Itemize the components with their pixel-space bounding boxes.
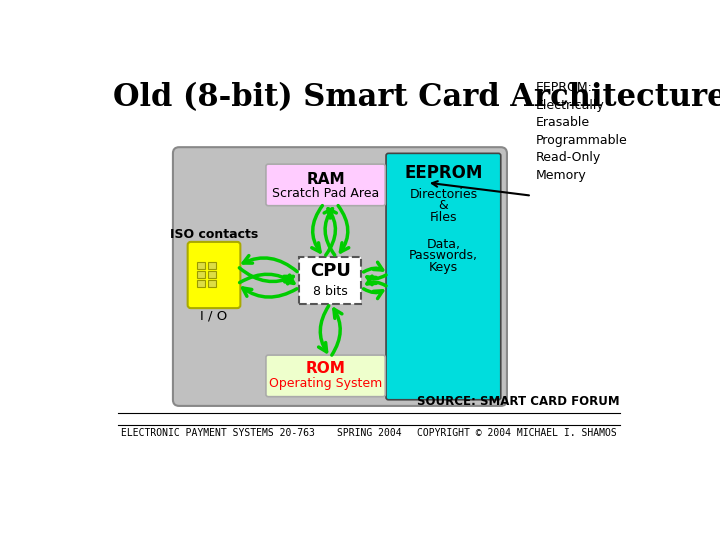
Bar — [197, 280, 205, 287]
Text: Scratch Pad Area: Scratch Pad Area — [272, 186, 379, 200]
Text: SOURCE: SMART CARD FORUM: SOURCE: SMART CARD FORUM — [418, 395, 620, 408]
Bar — [208, 261, 216, 268]
Text: ROM: ROM — [306, 361, 346, 376]
FancyBboxPatch shape — [266, 355, 385, 397]
Text: ISO contacts: ISO contacts — [170, 228, 258, 241]
FancyBboxPatch shape — [188, 242, 240, 308]
FancyBboxPatch shape — [173, 147, 507, 406]
Text: 8 bits: 8 bits — [313, 286, 348, 299]
Text: RAM: RAM — [306, 172, 345, 187]
Text: COPYRIGHT © 2004 MICHAEL I. SHAMOS: COPYRIGHT © 2004 MICHAEL I. SHAMOS — [418, 428, 617, 438]
Text: Data,: Data, — [426, 238, 460, 251]
Text: Keys: Keys — [429, 261, 458, 274]
Text: I / O: I / O — [200, 309, 228, 322]
Bar — [300, 257, 361, 303]
Text: EEPROM:
Electrically
Erasable
Programmable
Read-Only
Memory: EEPROM: Electrically Erasable Programmab… — [536, 82, 627, 182]
Text: CPU: CPU — [310, 262, 351, 280]
Text: EEPROM: EEPROM — [404, 164, 482, 181]
Text: ELECTRONIC PAYMENT SYSTEMS 20-763: ELECTRONIC PAYMENT SYSTEMS 20-763 — [121, 428, 315, 438]
Text: Operating System: Operating System — [269, 377, 382, 390]
Text: &: & — [438, 199, 449, 212]
Text: Old (8-bit) Smart Card Architecture: Old (8-bit) Smart Card Architecture — [113, 82, 720, 113]
Text: Files: Files — [430, 211, 457, 224]
Bar — [208, 271, 216, 278]
Bar — [208, 280, 216, 287]
Bar — [197, 261, 205, 268]
FancyBboxPatch shape — [266, 164, 385, 206]
Text: SPRING 2004: SPRING 2004 — [337, 428, 401, 438]
Text: Directories: Directories — [410, 188, 477, 201]
Bar — [197, 271, 205, 278]
Text: Passwords,: Passwords, — [409, 249, 478, 262]
FancyBboxPatch shape — [386, 153, 500, 400]
